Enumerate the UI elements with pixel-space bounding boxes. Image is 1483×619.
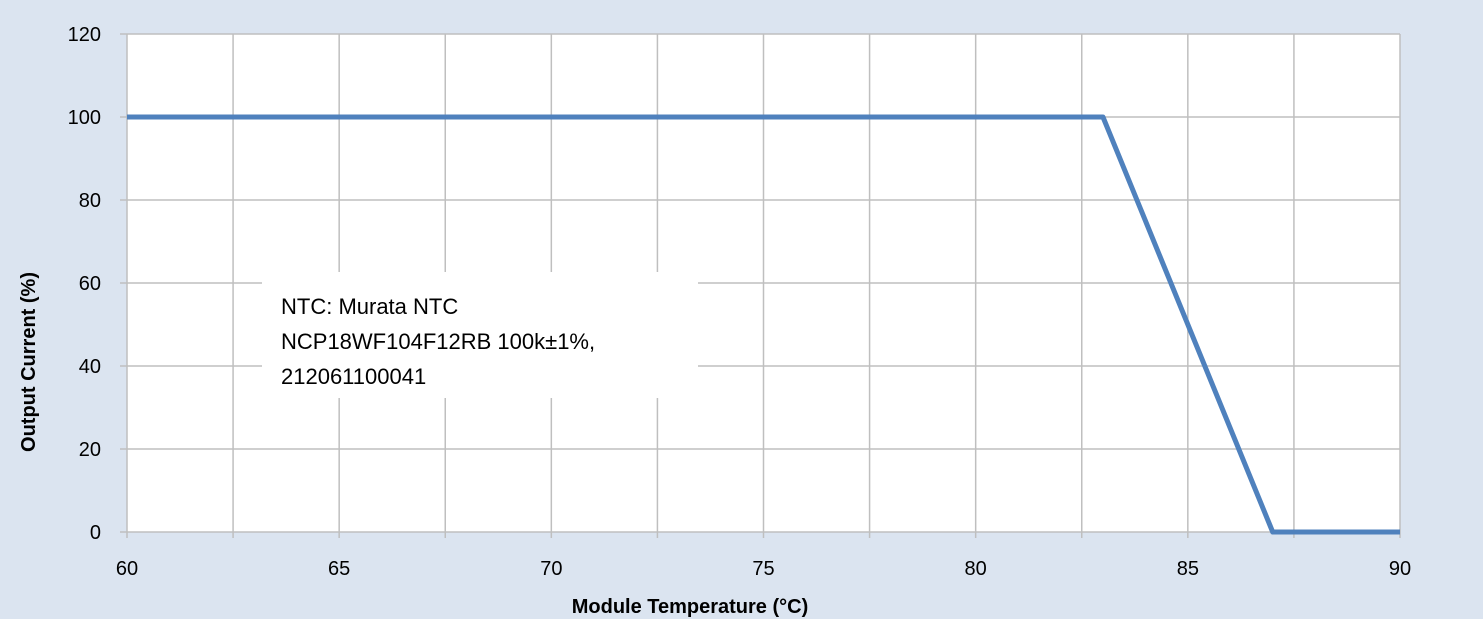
annotation-line-2: NCP18WF104F12RB 100k±1%,	[281, 329, 595, 354]
y-tick-label: 20	[79, 439, 101, 461]
y-axis-title: Output Current (%)	[18, 272, 40, 452]
y-tick-label: 80	[79, 190, 101, 212]
y-tick-label: 0	[90, 522, 101, 544]
x-axis-title: Module Temperature (°C)	[572, 596, 809, 618]
x-tick-label: 80	[965, 558, 987, 580]
x-tick-label: 65	[328, 558, 350, 580]
x-tick-label: 75	[752, 558, 774, 580]
x-tick-label: 70	[540, 558, 562, 580]
annotation-line-3: 212061100041	[281, 364, 426, 389]
series-line	[127, 114, 1400, 535]
y-tick-label: 100	[68, 107, 101, 129]
tick-labels: 60 65 70 75 80 85 90 0 20 40 60 80 100 120	[68, 24, 1412, 580]
annotation-line-1: NTC: Murata NTC	[281, 294, 458, 319]
y-tick-label: 120	[68, 24, 101, 46]
x-tick-label: 60	[116, 558, 138, 580]
x-tick-label: 85	[1177, 558, 1199, 580]
series	[127, 114, 1400, 535]
annotation-box: NTC: Murata NTC NCP18WF104F12RB 100k±1%,…	[262, 272, 698, 398]
x-tick-label: 90	[1389, 558, 1411, 580]
annotation-background	[262, 272, 698, 398]
y-tick-label: 40	[79, 356, 101, 378]
y-tick-label: 60	[79, 273, 101, 295]
